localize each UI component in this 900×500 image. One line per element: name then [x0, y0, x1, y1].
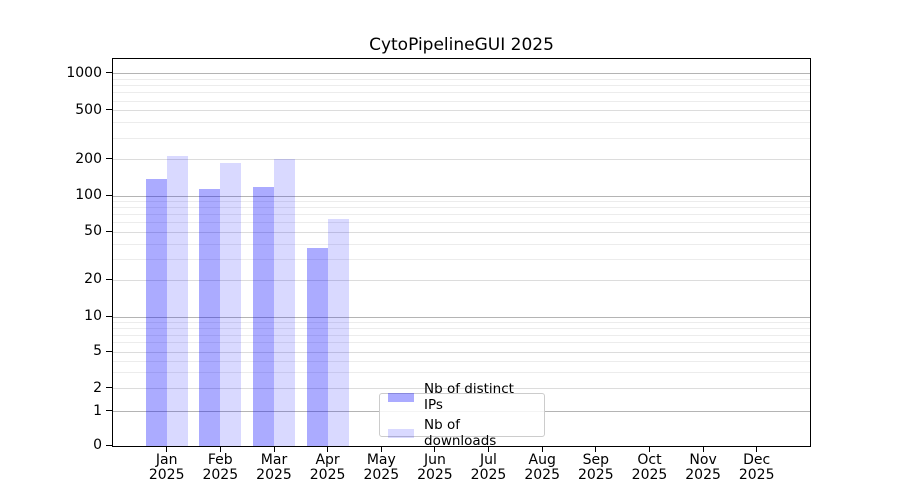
gridline-minor [113, 201, 810, 203]
x-axis-tick [649, 446, 650, 452]
gridline-minor [113, 327, 810, 329]
x-axis-tick [166, 446, 168, 452]
gridline-minor [113, 321, 810, 323]
y-axis-tick [106, 350, 112, 352]
y-axis-tick-label: 1000 [66, 64, 102, 81]
gridline-labeled [113, 159, 810, 161]
legend-label-downloads: Nb of downloads [424, 417, 497, 449]
x-axis-tick [219, 446, 221, 452]
gridline-minor [113, 360, 810, 362]
gridline-minor [113, 372, 810, 374]
x-axis-tick-label: May 2025 [363, 452, 400, 483]
x-axis-tick [273, 446, 275, 452]
gridline-labeled [113, 388, 810, 390]
gridline-minor [113, 207, 810, 209]
gridline-minor [113, 100, 810, 102]
gridline-minor [113, 92, 810, 94]
gridline-decade [113, 195, 810, 197]
x-axis-tick [595, 446, 597, 452]
gridline-labeled [113, 231, 810, 233]
legend-item-downloads: Nb of downloads [388, 417, 536, 449]
legend-item-distinct-ips: Nb of distinct IPs [388, 381, 536, 413]
y-axis-tick [106, 158, 112, 160]
x-axis-tick-label: Apr 2025 [309, 452, 346, 483]
bar-downloads [220, 163, 242, 446]
gridline-minor [113, 258, 810, 260]
gridline-minor [113, 137, 810, 139]
x-axis-tick [327, 446, 329, 452]
y-axis-tick-label: 5 [93, 343, 102, 360]
gridline-minor [113, 243, 810, 245]
bar-distinct-ips [252, 187, 274, 446]
y-axis-tick [106, 194, 112, 196]
bar-distinct-ips [199, 189, 221, 446]
x-axis-tick-label: Feb 2025 [202, 452, 239, 483]
bar-downloads [273, 158, 295, 446]
y-axis-tick [106, 109, 112, 111]
gridline-labeled [113, 279, 810, 281]
y-axis-tick [106, 387, 112, 389]
bar-downloads [327, 218, 349, 446]
y-axis-tick [106, 315, 112, 317]
gridline-decade [113, 316, 810, 318]
x-axis-tick [756, 446, 758, 452]
x-axis-tick-label: Aug 2025 [524, 452, 560, 483]
gridline-minor [113, 342, 810, 344]
legend-label-distinct-ips: Nb of distinct IPs [424, 381, 514, 413]
legend-swatch-downloads [388, 428, 414, 438]
legend-swatch-distinct-ips [388, 392, 414, 402]
bar-downloads [166, 156, 188, 446]
x-axis-tick-label: Oct 2025 [631, 452, 668, 483]
gridline-minor [113, 334, 810, 336]
x-axis-tick [380, 446, 382, 452]
y-axis-tick-label: 1 [93, 402, 102, 419]
y-axis-tick [106, 444, 112, 446]
y-axis-tick-label: 200 [75, 150, 102, 167]
gridline-labeled [113, 110, 810, 112]
x-axis-tick [702, 446, 704, 452]
y-axis-tick [106, 410, 112, 412]
y-axis-tick [106, 72, 112, 74]
x-axis-tick-label: Jul 2025 [470, 452, 507, 483]
chart-title: CytoPipelineGUI 2025 [369, 35, 554, 55]
y-axis-tick [106, 230, 112, 232]
y-axis-tick-label: 500 [75, 101, 102, 118]
y-axis-tick-label: 50 [84, 223, 102, 240]
gridline-decade [113, 73, 810, 75]
y-axis-tick [106, 278, 112, 280]
gridline-minor [113, 122, 810, 124]
gridline-labeled [113, 351, 810, 353]
y-axis-tick-label: 10 [84, 308, 102, 324]
gridline-minor [113, 85, 810, 87]
x-axis-tick [488, 446, 489, 452]
x-axis-tick-label: Dec 2025 [738, 452, 775, 483]
gridline-minor [113, 214, 810, 216]
x-axis-tick-label: Jun 2025 [417, 452, 453, 483]
y-axis-tick-label: 2 [93, 379, 102, 396]
plot-area [112, 58, 811, 447]
gridline-minor [113, 78, 810, 80]
legend: Nb of distinct IPs Nb of downloads [379, 381, 545, 449]
bar-distinct-ips [145, 179, 167, 446]
x-axis-tick-label: Sep 2025 [577, 452, 614, 483]
x-axis-tick [541, 446, 543, 452]
x-axis-tick-label: Nov 2025 [685, 452, 721, 483]
y-axis-tick-label: 100 [75, 187, 102, 204]
x-axis-tick-label: Mar 2025 [256, 452, 292, 483]
y-axis-tick-label: 20 [84, 271, 102, 288]
bar-distinct-ips [306, 248, 328, 446]
gridline-minor [113, 222, 810, 224]
x-axis-tick-label: Jan 2025 [148, 452, 185, 483]
x-axis-tick [434, 446, 436, 452]
y-axis-tick-label: 0 [93, 437, 102, 453]
